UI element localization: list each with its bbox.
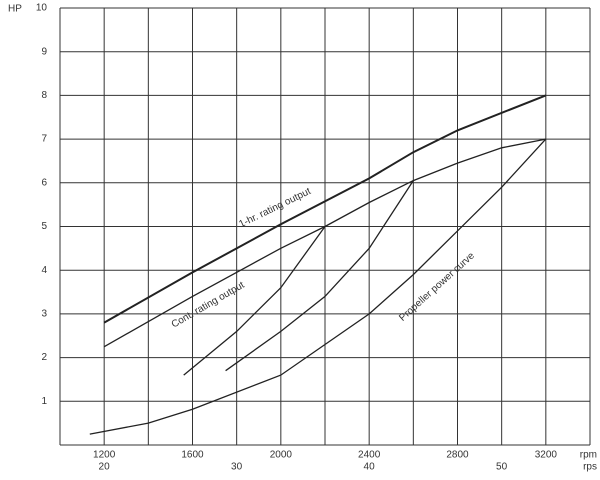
y-tick-label: 4: [41, 265, 47, 276]
line: [89, 138, 547, 435]
x2-tick-label: 30: [231, 462, 243, 473]
curve-label: 1-hr. rating output: [237, 186, 312, 230]
line: [225, 180, 414, 372]
x-tick-label: 3200: [535, 450, 558, 461]
y-tick-label: 6: [41, 177, 47, 188]
line: [103, 94, 547, 324]
y-tick-label: 8: [41, 90, 47, 101]
y-axis-label: HP: [8, 4, 22, 15]
x2-axis-label: rps: [583, 462, 597, 473]
x-tick-label: 1600: [181, 450, 204, 461]
x-axis-label: rpm: [580, 450, 597, 461]
y-tick-label: 2: [41, 352, 47, 363]
x-tick-label: 1200: [93, 450, 116, 461]
x2-tick-label: 50: [496, 462, 508, 473]
y-tick-label: 7: [41, 134, 47, 145]
line: [183, 226, 326, 376]
x2-tick-label: 40: [364, 462, 376, 473]
y-tick-label: 3: [41, 309, 47, 320]
y-tick-label: 10: [36, 3, 48, 14]
line: [103, 138, 546, 348]
y-tick-label: 5: [41, 221, 47, 232]
x-tick-label: 2000: [270, 450, 293, 461]
x-tick-label: 2800: [446, 450, 469, 461]
y-tick-label: 9: [41, 46, 47, 57]
y-tick-label: 1: [41, 396, 47, 407]
x2-tick-label: 20: [99, 462, 111, 473]
curve-label: Propeller power curve: [397, 250, 477, 324]
x-tick-label: 2400: [358, 450, 381, 461]
